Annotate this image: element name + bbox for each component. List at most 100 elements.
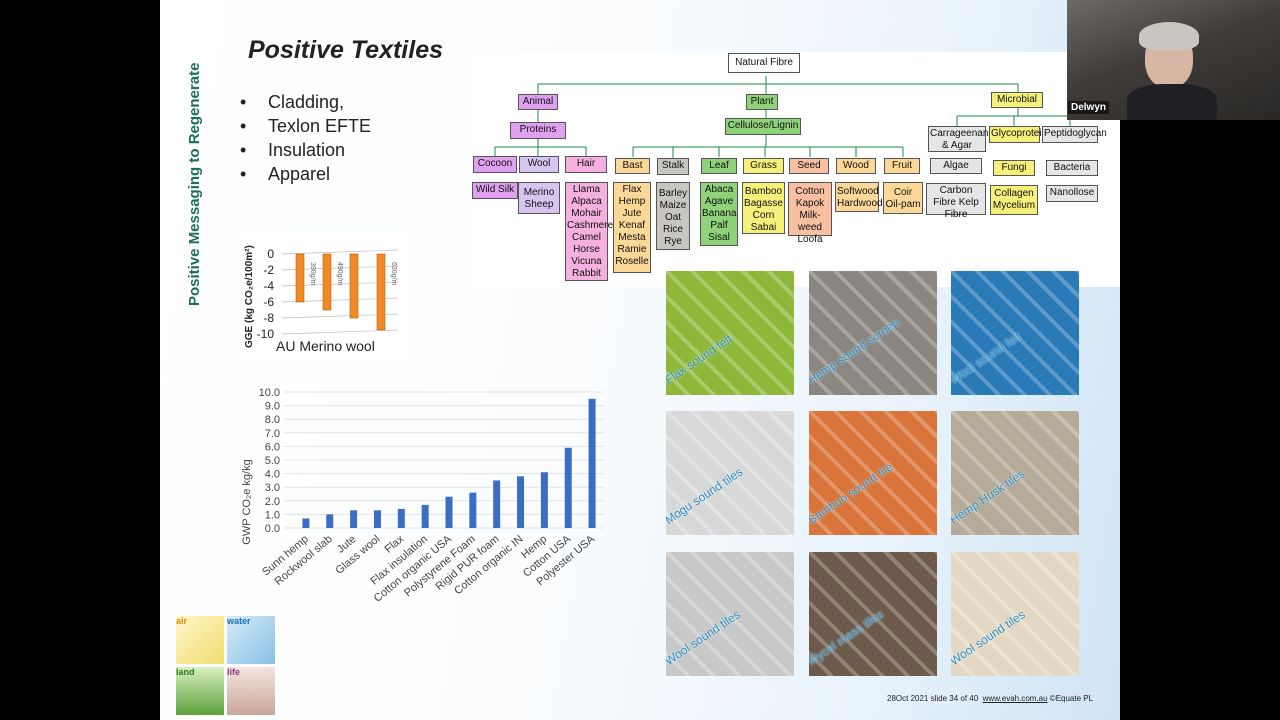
material-tile-caption: Bamboo sound tile [809,459,896,527]
gwp-bar [326,514,334,528]
tree-node-wild-silk: Wild Silk [472,182,518,199]
tree-node-wood-list: Softwood Hardwood [835,182,883,212]
gwp-tick-label: 7.0 [265,428,280,440]
gwp-bar [469,492,477,528]
tree-node-animal: Animal [518,94,558,110]
bullet-item: • Apparel [240,164,331,184]
slide-title: Positive Textiles [248,36,443,64]
material-tile-caption: Wool sound tiles [951,607,1028,668]
tree-node-leaf: Leaf [701,158,737,174]
tree-node-carrageenan: Carrageenan & Agar [928,126,989,152]
gwp-tick-label: 2.0 [265,496,280,508]
logo-air: air [176,616,224,664]
tree-node-fungi-list: Collagen Mycelium [990,185,1038,215]
merino-series-label: 390g/m [309,262,316,286]
tree-node-microbial: Microbial [991,92,1043,108]
bullet-item: • Insulation [240,140,346,160]
gwp-bar [445,496,453,528]
vertical-title: Positive Messaging to Regenerate [186,62,203,306]
material-tile: Mycel mass tiles [809,552,937,676]
tree-node-cellulose: Cellulose/Lignin [725,118,801,135]
bullet-item: • Texlon EFTE [240,116,372,136]
gwp-chart: GWP CO₂e kg/kg 0.0 1.02.0 3.04.0 5.0 6.07.0 8… [241,387,604,605]
tree-node-bacteria: Bacteria [1046,160,1098,176]
gwp-tick-label: 8.0 [265,414,280,426]
gwp-tick-label: 10.0 [259,387,280,399]
tree-node-seed-list: Cotton Kapok Milk-weed Loofa [788,182,832,245]
tree-node-grass: Grass [743,158,784,174]
tree-connectors [494,76,1071,158]
material-tile-caption: Hemp Husk tiles [951,466,1028,527]
merino-ylabel: GGE (kg CO₂e/100m²) [244,245,255,348]
tree-node-algae-list: Carbon Fibre Kelp Fibre [926,183,986,220]
gwp-tick-label: 4.0 [265,469,280,481]
gwp-bar [493,480,501,528]
merino-tick-label: -6 [263,295,274,309]
tree-node-plant: Plant [746,94,778,110]
tree-node-algae: Algae [930,158,982,174]
tree-node-fruit: Fruit [884,158,920,174]
bullet-list: • Cladding, • Texlon EFTE • Insulation • App… [240,90,371,186]
tree-node-leaf-list: Abaca Agave Banana Palf Sisal [700,182,738,246]
participant-name: Delwyn [1068,101,1110,114]
tree-node-seed: Seed [789,158,829,174]
gwp-bar [588,398,596,528]
merino-bar [376,253,386,331]
tree-node-grass-list: Bamboo Bagasse Corn Sabai [742,182,785,234]
merino-gridline [281,249,399,255]
slide-footer: 28Oct 2021 slide 34 of 40 www.evah.com.a… [887,694,1094,703]
merino-tick-label: 0 [267,247,274,261]
gwp-bar [564,447,572,528]
merino-bar [295,253,305,303]
tree-node-hair-list: Llama Alpaca Mohair Cashmere Camel Horse… [565,182,614,281]
tree-node-stalk-list: Barley Maize Oat Rice Rye [656,182,690,250]
merino-tick-label: -4 [263,279,274,293]
material-tile-caption: Mycel mass tiles [809,607,886,668]
tree-node-fruit-list: Coir Oil-pam [883,182,923,214]
merino-series-label: 490g/m [336,262,343,286]
material-tile: Flax sound felt [666,271,794,395]
gwp-tick-label: 0.0 [265,523,280,535]
tree-node-peptidoglycan: Peptidoglycan [1042,126,1107,143]
tree-node-wool: Wool [519,156,559,173]
merino-chart: GGE (kg CO₂e/100m²) 0 -2 -4 -6 -8 -10 390g/m 4… [240,232,408,358]
tree-node-wood: Wood [836,158,876,174]
tree-node-glycoprotein: Glycoprotein [989,126,1047,143]
gwp-bar [397,508,405,528]
tree-node-bast: Bast [615,158,650,174]
logo-land: land [176,667,224,715]
material-tile: Hemp sound screen [809,271,937,395]
tree-node-root: Natural Fibre [728,53,800,73]
gwp-bar [421,504,429,528]
material-tile: Hemp Husk tiles [951,411,1079,535]
gwp-bar [302,518,310,528]
gwp-ylabel: GWP CO₂e kg/kg [241,459,253,544]
material-tile: Wool sound tiles [666,552,794,676]
logo-water: water [227,616,275,664]
logo-life: life [227,667,275,715]
footer-link[interactable]: www.evah.com.au [982,694,1048,703]
gwp-tick-label: 6.0 [265,441,280,453]
participant-hair [1139,22,1199,50]
participant-video[interactable] [1067,0,1280,120]
material-tile: Bamboo sound tile [809,411,937,535]
material-tile-caption: Flax sound felt [666,331,735,387]
participant-shoulders [1127,84,1217,120]
merino-caption: AU Merino wool [276,338,375,354]
merino-tick-label: -10 [257,327,275,341]
tree-node-hair: Hair [565,156,607,173]
tree-node-bast-list: Flax Hemp Jute Kenaf Mesta Ramie Roselle [613,182,651,273]
material-tile-caption: Mogu sound tiles [666,464,746,527]
material-tile-caption: Hemp sound screen [809,315,903,387]
gwp-bar [373,510,381,528]
merino-bar [322,253,332,311]
tree-node-proteins: Proteins [510,122,566,139]
gwp-tick-label: 9.0 [265,401,280,413]
tree-node-cocoon: Cocoon [473,156,517,173]
material-tile: Mogu sound tiles [666,411,794,535]
merino-series-label: 630g/m [390,262,397,286]
gwp-bar [350,510,358,528]
material-tile: Wool sound felt [951,271,1079,395]
merino-tick-label: -8 [263,311,274,325]
gwp-bar [517,476,525,528]
